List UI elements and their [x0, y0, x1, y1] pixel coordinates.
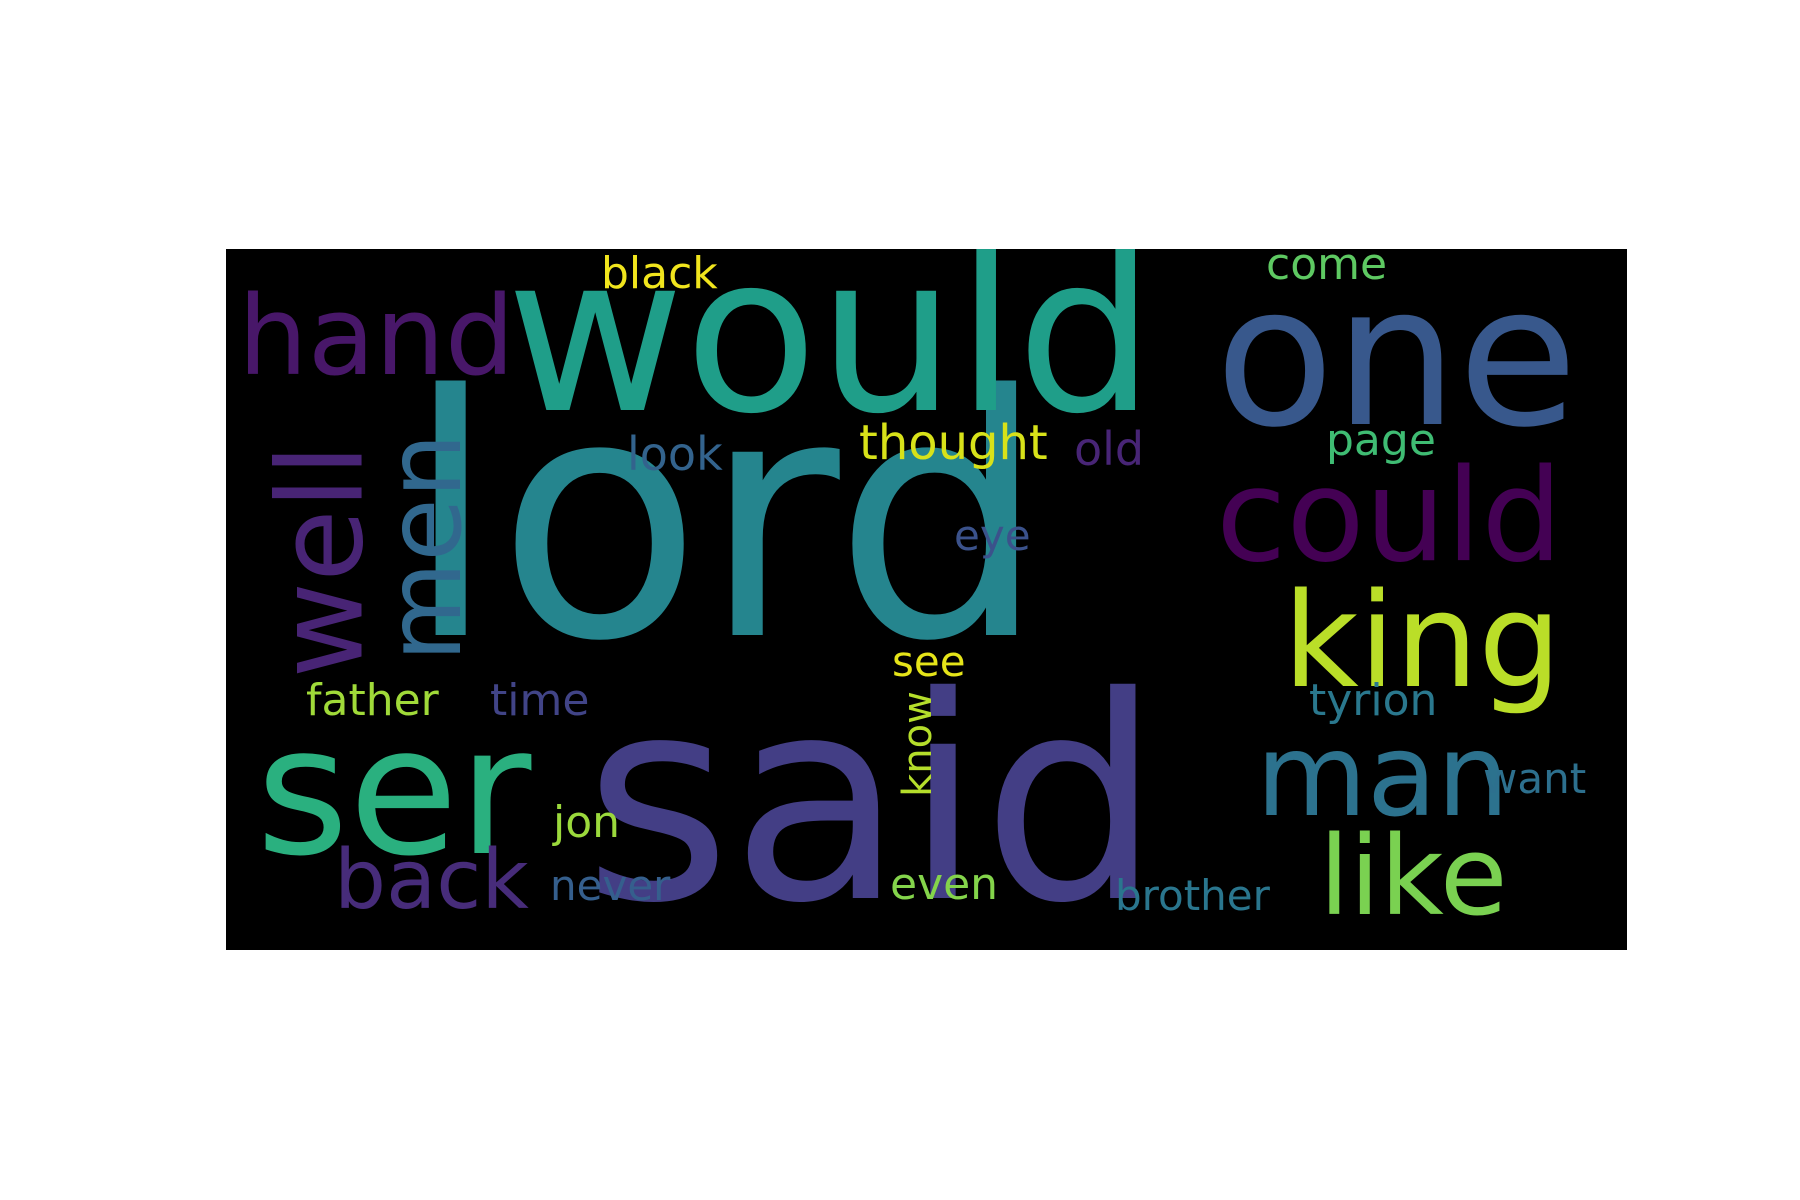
word-even: even — [890, 859, 999, 910]
word-brother: brother — [1115, 871, 1270, 920]
word-eye: eye — [954, 511, 1031, 560]
word-never: never — [550, 861, 671, 910]
word-come: come — [1266, 249, 1388, 290]
word-cloud: lord said would one ser hand could king … — [226, 249, 1627, 950]
word-old: old — [1074, 422, 1145, 476]
word-time: time — [490, 675, 590, 726]
word-tyrion: tyrion — [1309, 675, 1438, 726]
word-would: would — [506, 249, 1155, 462]
word-see: see — [892, 637, 966, 686]
word-king: king — [1283, 564, 1562, 717]
word-jon: jon — [553, 797, 621, 848]
word-ser: ser — [256, 688, 532, 895]
word-want: want — [1483, 754, 1587, 803]
word-like: like — [1319, 812, 1508, 940]
word-said: said — [584, 636, 1162, 950]
word-man: man — [1256, 709, 1510, 842]
word-look: look — [627, 427, 723, 481]
word-one: one — [1215, 249, 1578, 470]
word-thought: thought — [859, 415, 1048, 471]
word-lord: lord — [404, 325, 1047, 715]
word-black: black — [601, 249, 718, 299]
word-men: men — [364, 433, 485, 662]
word-could: could — [1216, 442, 1563, 591]
word-back: back — [334, 833, 529, 928]
word-know: know — [894, 691, 941, 797]
word-page: page — [1326, 415, 1436, 466]
word-father: father — [306, 675, 439, 726]
word-well: well — [251, 443, 390, 679]
word-hand: hand — [238, 272, 515, 400]
